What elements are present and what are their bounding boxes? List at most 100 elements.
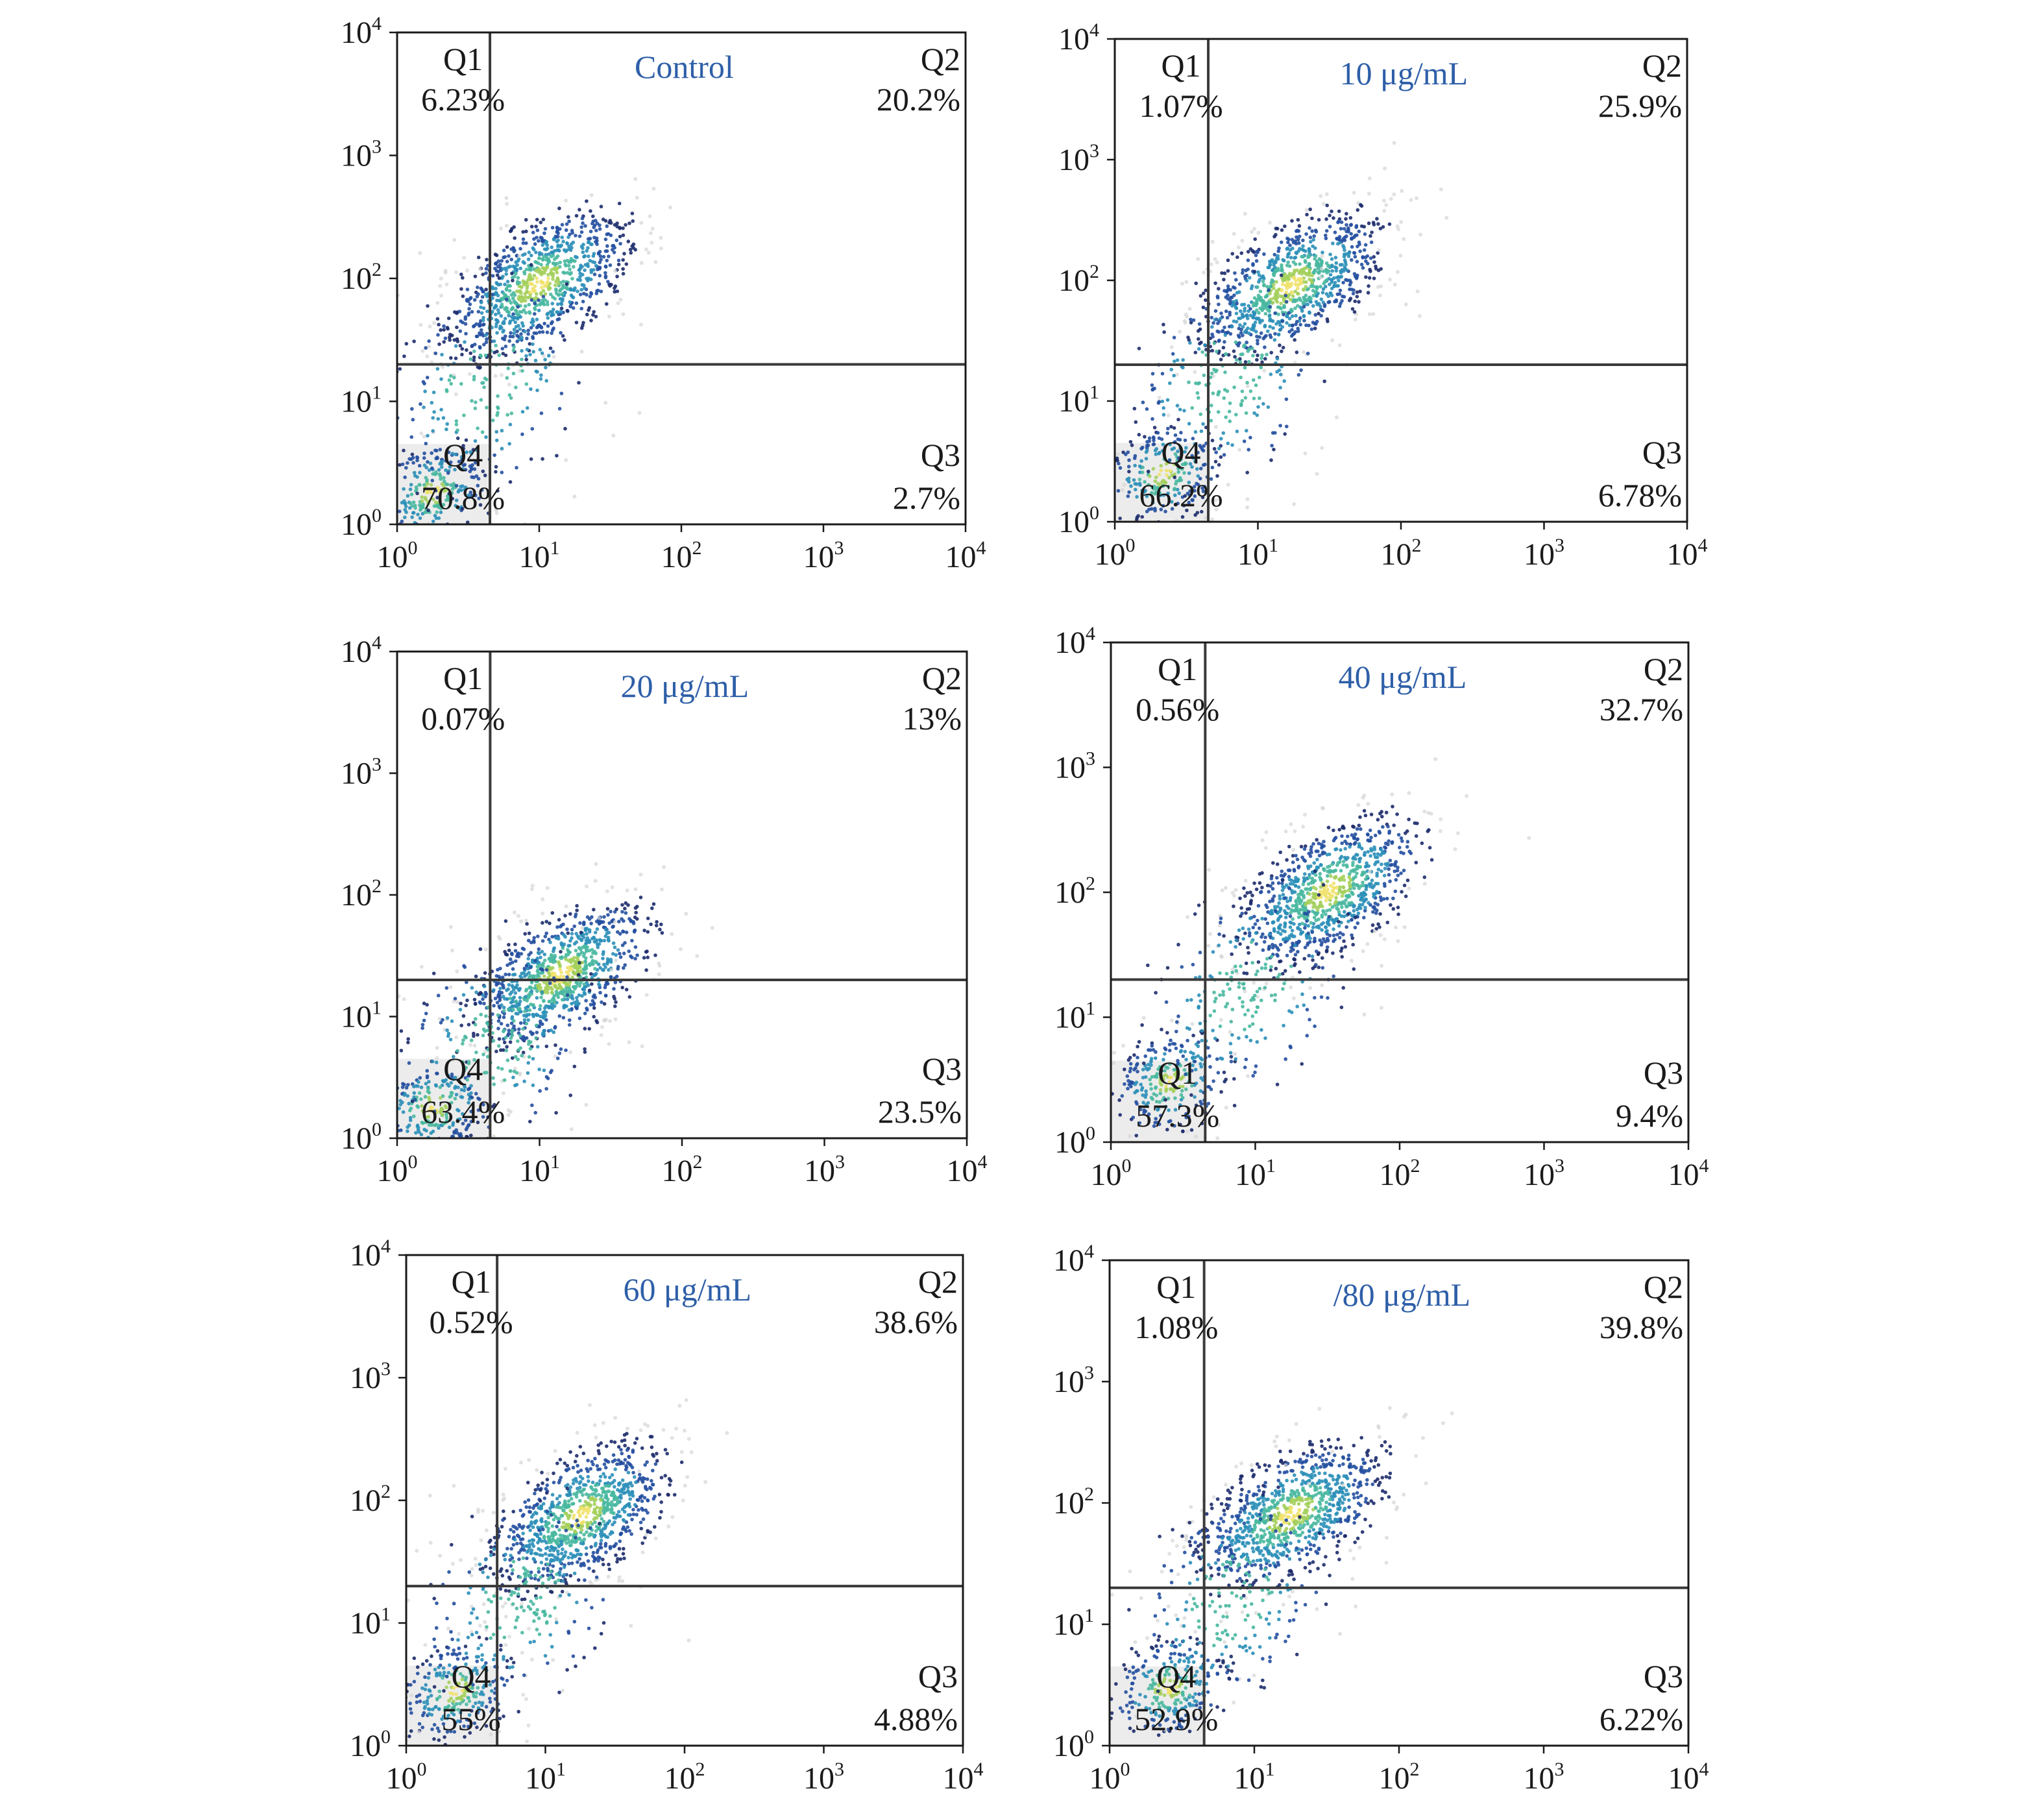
event-point	[622, 966, 626, 970]
event-point	[368, 1104, 372, 1108]
event-point	[517, 955, 521, 958]
event-point	[1301, 244, 1305, 249]
event-point	[1283, 224, 1287, 228]
event-point	[582, 982, 587, 986]
event-point	[539, 377, 543, 381]
event-point	[1257, 280, 1261, 284]
event-point	[1165, 469, 1169, 472]
event-point	[1143, 1054, 1147, 1058]
event-point	[1355, 290, 1359, 295]
event-point	[1238, 360, 1243, 364]
event-point	[633, 915, 637, 920]
event-point	[1264, 981, 1269, 986]
event-point	[517, 1048, 520, 1052]
event-point	[498, 282, 502, 287]
event-point	[1143, 489, 1147, 493]
event-point	[438, 462, 442, 466]
y-tick-label: 102	[1058, 261, 1099, 298]
event-point	[1210, 517, 1214, 522]
event-point	[1243, 330, 1247, 334]
event-point	[391, 1096, 395, 1100]
event-point	[1167, 458, 1172, 462]
event-point	[1324, 192, 1329, 197]
event-point	[1147, 530, 1151, 533]
event-point	[511, 1019, 516, 1023]
event-point	[583, 928, 588, 933]
event-point	[1296, 372, 1301, 377]
event-point	[479, 300, 483, 304]
event-point	[376, 465, 380, 469]
event-point	[603, 965, 607, 970]
event-point	[1137, 549, 1141, 553]
event-point	[592, 236, 596, 239]
event-point	[574, 949, 578, 953]
event-point	[1219, 1148, 1223, 1152]
event-point	[546, 276, 550, 280]
event-point	[622, 951, 626, 955]
event-point	[578, 293, 583, 297]
event-point	[1182, 409, 1186, 413]
event-point	[435, 1145, 439, 1149]
event-point	[556, 245, 560, 249]
event-point	[1247, 448, 1250, 452]
event-point	[561, 946, 565, 950]
event-point	[1319, 297, 1324, 302]
event-point	[630, 244, 635, 249]
quadrant-name: Q2	[922, 660, 962, 696]
event-point	[430, 1059, 435, 1064]
event-point	[1340, 834, 1344, 838]
event-point	[1245, 891, 1249, 895]
event-point	[1428, 846, 1432, 850]
event-point	[592, 973, 596, 977]
event-point	[450, 525, 454, 529]
event-point	[571, 306, 576, 310]
event-point	[594, 920, 599, 923]
event-point	[1289, 822, 1293, 827]
event-point	[397, 1106, 401, 1110]
event-point	[450, 1072, 454, 1077]
event-point	[570, 231, 574, 235]
event-point	[1281, 971, 1285, 976]
event-point	[1175, 1075, 1179, 1080]
event-point	[491, 287, 495, 291]
event-point	[427, 1090, 432, 1095]
event-point	[512, 995, 517, 999]
event-point	[1133, 463, 1137, 468]
event-point	[1364, 259, 1368, 263]
event-point	[1297, 224, 1302, 228]
event-point	[1280, 288, 1284, 292]
event-point	[1239, 331, 1243, 335]
event-point	[432, 321, 437, 325]
event-point	[1313, 326, 1317, 330]
event-point	[564, 249, 568, 254]
event-point	[1171, 352, 1175, 356]
event-point	[603, 271, 607, 275]
event-point	[461, 321, 465, 324]
event-point	[406, 494, 410, 498]
event-point	[1174, 479, 1178, 483]
event-point	[516, 914, 520, 918]
event-point	[583, 1011, 587, 1016]
event-point	[511, 306, 515, 310]
event-point	[496, 1019, 501, 1023]
event-point	[498, 993, 502, 997]
event-point	[1285, 953, 1289, 958]
event-point	[585, 276, 589, 281]
event-point	[500, 259, 504, 263]
event-point	[1221, 431, 1226, 435]
event-point	[1353, 317, 1357, 322]
event-point	[449, 483, 453, 487]
event-point	[612, 250, 616, 254]
event-point	[524, 241, 528, 245]
event-point	[550, 320, 554, 324]
event-point	[1199, 429, 1204, 433]
event-point	[506, 1108, 511, 1112]
event-point	[496, 1044, 501, 1048]
event-point	[502, 320, 506, 324]
event-point	[1123, 1068, 1126, 1071]
event-point	[1215, 260, 1219, 265]
event-point	[472, 997, 477, 1002]
event-point	[520, 409, 525, 414]
event-point	[1188, 462, 1193, 466]
event-point	[571, 985, 576, 989]
